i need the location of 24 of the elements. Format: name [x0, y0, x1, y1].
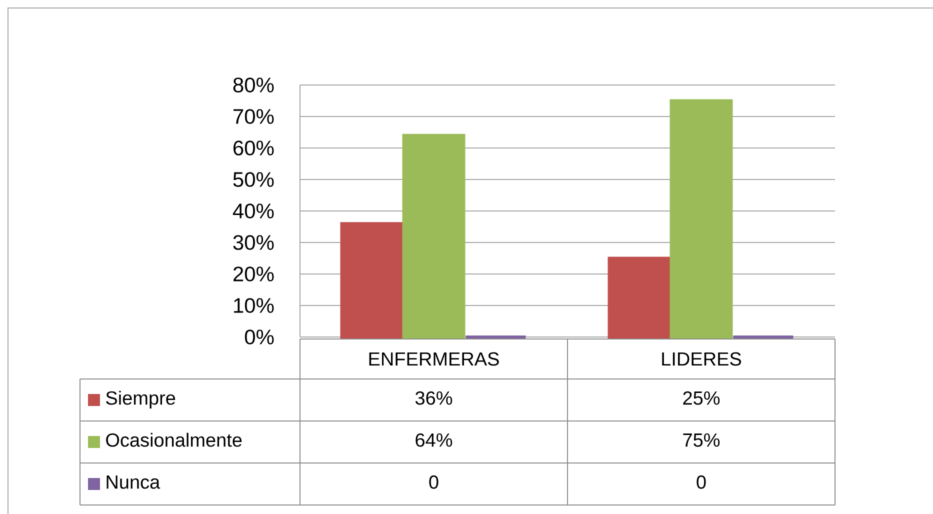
bar [608, 256, 671, 338]
data-label: 36% [415, 391, 452, 405]
data-label: 25% [683, 391, 720, 405]
legend-label: Ocasionalmente [106, 432, 242, 447]
x-tick-label: ENFERMERAS [369, 352, 499, 366]
y-tick-label: 80% [233, 78, 274, 92]
data-label: 64% [416, 433, 452, 447]
y-tick-label: 60% [234, 140, 274, 156]
y-tick-label: 50% [233, 172, 274, 187]
data-label: 0 [696, 475, 706, 489]
y-tick-label: 70% [234, 109, 274, 124]
bar [670, 99, 733, 338]
data-label: 75% [683, 433, 720, 447]
x-tick-label: LIDERES [662, 352, 742, 366]
data-label: 0 [429, 475, 438, 489]
y-tick-label: 20% [233, 266, 274, 282]
bar [340, 222, 404, 338]
bar [402, 134, 466, 338]
y-tick-label: 0% [244, 330, 274, 344]
y-tick-label: 30% [233, 235, 274, 250]
legend-label: Nunca [106, 476, 160, 489]
y-tick-label: 40% [232, 204, 274, 218]
y-tick-label: 10% [234, 298, 274, 313]
legend-label: Siempre [106, 390, 176, 409]
